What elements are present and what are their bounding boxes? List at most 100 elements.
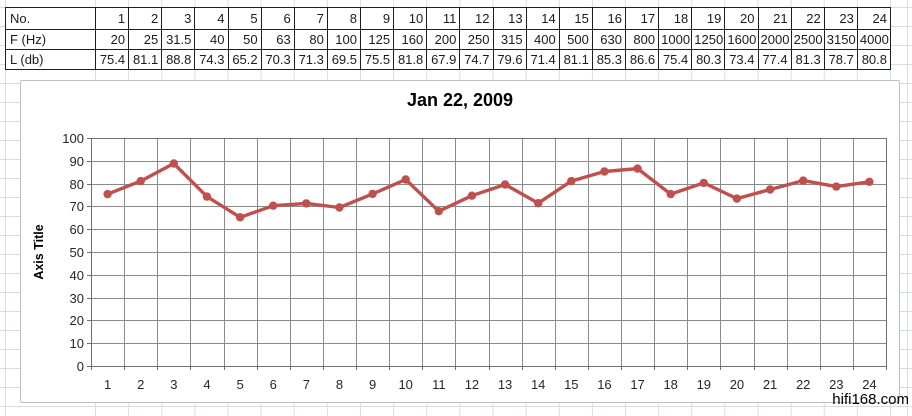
table-cell[interactable]: 80 [293,29,328,50]
table-cell[interactable]: 14 [525,7,560,30]
table-cell[interactable]: 23 [823,7,858,30]
table-cell[interactable]: 500 [558,29,593,50]
table-cell[interactable]: 4 [194,7,229,30]
table-cell[interactable]: 70.3 [260,49,295,70]
table-cell[interactable]: 3150 [823,29,858,50]
table-cell[interactable]: 73.4 [724,49,759,70]
table-cell[interactable]: 78.7 [823,49,858,70]
svg-text:20: 20 [730,377,744,392]
svg-text:16: 16 [597,377,611,392]
table-cell[interactable]: 63 [260,29,295,50]
table-cell[interactable]: 79.6 [492,49,527,70]
table-cell[interactable]: 1 [94,7,130,30]
table-cell[interactable]: 1600 [724,29,759,50]
table-cell[interactable]: 4000 [856,29,892,50]
chart-title: Jan 22, 2009 [406,90,514,110]
table-cell[interactable]: 75.4 [94,49,130,70]
table-cell[interactable]: 400 [525,29,560,50]
svg-text:20: 20 [70,313,84,328]
data-point-marker [467,191,477,200]
table-cell[interactable]: 67.9 [426,49,461,70]
y-axis-title: Axis Title [32,224,46,279]
svg-text:23: 23 [829,377,843,392]
svg-text:12: 12 [465,377,479,392]
data-point-marker [633,164,642,173]
table-cell[interactable]: 24 [856,7,892,30]
table-cell[interactable]: 18 [658,7,693,30]
table-cell[interactable]: 77.4 [757,49,792,70]
svg-text:17: 17 [630,377,644,392]
data-point-marker [567,176,576,186]
table-cell[interactable]: 10 [393,7,428,30]
table-cell[interactable]: 315 [492,29,527,50]
table-cell[interactable]: 9 [359,7,395,30]
table-cell[interactable]: 85.3 [591,49,627,70]
table-cell[interactable]: 2000 [757,29,792,50]
table-cell[interactable]: 5 [227,7,262,30]
row-label-cell[interactable]: No. [5,7,96,30]
table-cell[interactable]: 2 [128,7,163,30]
table-cell[interactable]: 75.4 [658,49,693,70]
table-cell[interactable]: 31.5 [161,29,196,50]
table-cell[interactable]: 12 [459,7,494,30]
table-cell[interactable]: 74.7 [459,49,494,70]
table-cell[interactable]: 1000 [658,29,693,50]
table-cell[interactable]: 71.3 [293,49,328,70]
table-cell[interactable]: 13 [492,7,527,30]
table-cell[interactable]: 1250 [691,29,726,50]
data-point-marker [235,213,245,222]
table-cell[interactable]: 16 [591,7,627,30]
table-cell[interactable]: 125 [359,29,395,50]
table-cell[interactable]: 81.1 [128,49,163,70]
table-cell[interactable]: 160 [393,29,428,50]
table-cell[interactable]: 88.8 [161,49,196,70]
svg-text:30: 30 [70,291,84,306]
table-cell[interactable]: 200 [426,29,461,50]
table-cell[interactable]: 81.3 [790,49,825,70]
chart-object[interactable]: Jan 22, 2009 0 10 20 30 40 50 60 70 80 90 100 1 2 3 4 5… [20,80,900,403]
svg-text:80: 80 [70,177,84,192]
data-point-marker [202,192,212,201]
svg-text:21: 21 [763,377,777,392]
table-cell[interactable]: 11 [426,7,461,30]
table-cell[interactable]: 100 [326,29,362,50]
table-cell[interactable]: 69.5 [326,49,362,70]
data-point-marker [832,182,841,191]
svg-text:60: 60 [70,222,84,237]
table-cell[interactable]: 250 [459,29,494,50]
table-cell[interactable]: 8 [326,7,362,30]
table-cell[interactable]: 630 [591,29,627,50]
table-cell[interactable]: 80.3 [691,49,726,70]
table-cell[interactable]: 71.4 [525,49,560,70]
svg-text:14: 14 [531,377,545,392]
table-cell[interactable]: 86.6 [624,49,660,70]
svg-text:100: 100 [62,131,84,146]
table-cell[interactable]: 20 [724,7,759,30]
table-cell[interactable]: 75.5 [359,49,395,70]
table-cell[interactable]: 17 [624,7,660,30]
table-cell[interactable]: 80.8 [856,49,892,70]
table-cell[interactable]: 6 [260,7,295,30]
table-cell[interactable]: 40 [194,29,229,50]
table-cell[interactable]: 15 [558,7,593,30]
table-cell[interactable]: 81.8 [393,49,428,70]
table-cell[interactable]: 800 [624,29,660,50]
table-cell[interactable]: 2500 [790,29,825,50]
table-cell[interactable]: 7 [293,7,328,30]
svg-text:90: 90 [70,154,84,169]
table-cell[interactable]: 3 [161,7,196,30]
row-label-cell[interactable]: L (db) [5,49,96,70]
table-cell[interactable]: 19 [691,7,726,30]
table-cell[interactable]: 21 [757,7,792,30]
row-label-cell[interactable]: F (Hz) [5,29,96,50]
data-point-marker [666,189,675,199]
table-cell[interactable]: 22 [790,7,825,30]
table-cell[interactable]: 65.2 [227,49,262,70]
table-cell[interactable]: 74.3 [194,49,229,70]
data-point-marker [368,189,377,199]
table-cell[interactable]: 20 [94,29,130,50]
table-cell[interactable]: 25 [128,29,163,50]
table-cell[interactable]: 81.1 [558,49,593,70]
table-cell[interactable]: 50 [227,29,262,50]
svg-text:8: 8 [336,377,343,392]
